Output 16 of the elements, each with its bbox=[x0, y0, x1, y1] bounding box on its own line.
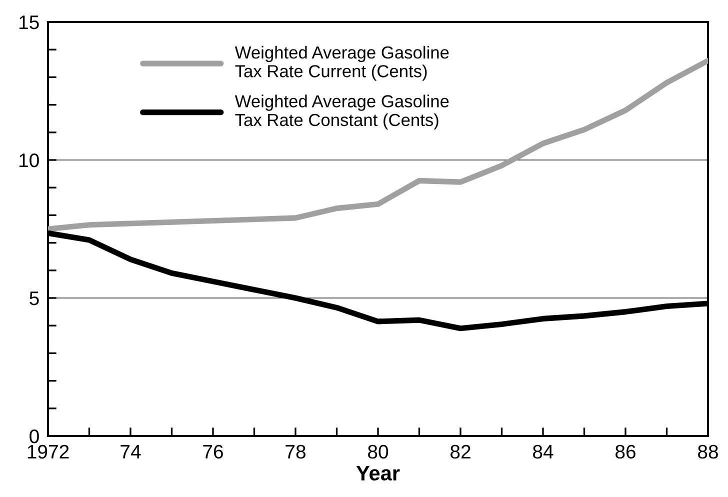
legend-label: Weighted Average Gasoline Tax Rate Constant (Cents) bbox=[234, 94, 449, 130]
x-tick-label: 74 bbox=[120, 445, 141, 458]
x-axis-title: Year bbox=[356, 466, 400, 481]
y-tick-label: 10 bbox=[20, 153, 39, 168]
x-tick-label: 82 bbox=[450, 444, 470, 459]
y-tick-label: 0 bbox=[30, 429, 39, 444]
x-tick-label: 80 bbox=[368, 444, 388, 459]
x-tick-label: 88 bbox=[698, 444, 718, 459]
x-tick-label: 76 bbox=[203, 444, 223, 459]
legend-label: Weighted Average Gasoline Tax Rate Current (Cents) bbox=[234, 46, 449, 81]
x-tick-label: 86 bbox=[616, 444, 636, 459]
y-tick-label: 15 bbox=[20, 16, 39, 30]
x-tick-label: 1972 bbox=[28, 444, 69, 459]
y-tick-label: 5 bbox=[30, 292, 39, 306]
x-tick-label: 78 bbox=[286, 444, 306, 459]
x-tick-label: 84 bbox=[533, 444, 554, 459]
